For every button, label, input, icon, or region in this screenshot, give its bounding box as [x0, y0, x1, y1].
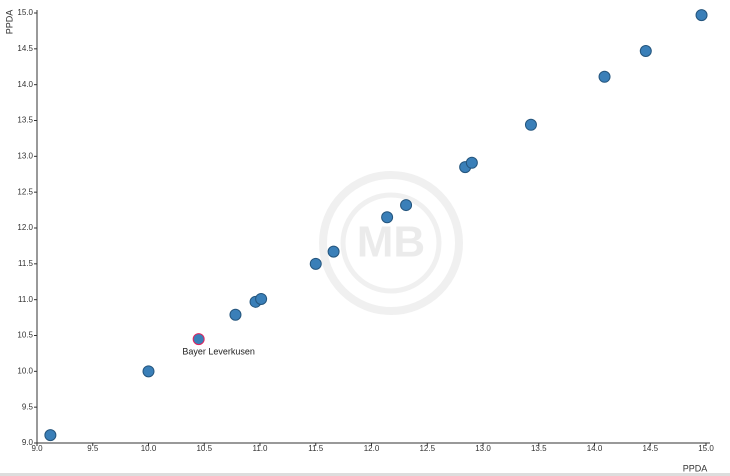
- y-tick-label: 10.5: [17, 331, 33, 340]
- y-tick-label: 15.0: [17, 8, 33, 17]
- y-tick-label: 11.5: [18, 259, 34, 268]
- x-tick-label: 11.5: [308, 444, 324, 453]
- point: [598, 70, 611, 83]
- point: [465, 156, 478, 169]
- x-tick-label: 12.0: [364, 444, 380, 453]
- point: [695, 9, 708, 22]
- y-tick-label: 13.5: [17, 116, 33, 125]
- y-tick-label: 10.0: [17, 366, 33, 375]
- point: [192, 333, 205, 346]
- y-tick-label: 11.0: [18, 295, 34, 304]
- x-tick-label: 12.5: [419, 444, 435, 453]
- point: [524, 118, 537, 131]
- point: [381, 211, 394, 224]
- x-tick-label: 14.5: [642, 444, 658, 453]
- point: [639, 44, 652, 57]
- y-tick-label: 12.0: [17, 223, 33, 232]
- x-tick-label: 10.0: [141, 444, 157, 453]
- x-tick-label: 15.0: [698, 444, 714, 453]
- point: [142, 365, 155, 378]
- y-axis-title: PPDA: [4, 10, 14, 35]
- x-tick-label: 10.5: [196, 444, 212, 453]
- point: [309, 257, 322, 270]
- y-tick-label: 13.0: [17, 151, 33, 160]
- point: [229, 308, 242, 321]
- point: [400, 199, 413, 212]
- x-tick-label: 11.0: [253, 444, 269, 453]
- x-tick-label: 14.0: [587, 444, 603, 453]
- watermark: MB: [357, 218, 425, 267]
- point: [44, 429, 57, 442]
- y-tick-label: 14.0: [17, 80, 33, 89]
- y-tick-label: 14.5: [17, 44, 33, 53]
- x-tick-label: 13.0: [475, 444, 491, 453]
- x-tick-label: 9.5: [87, 444, 99, 453]
- scrollbar: [0, 473, 730, 476]
- y-tick-label: 12.5: [17, 187, 33, 196]
- watermark-logo: MB: [319, 171, 463, 315]
- x-axis-title: PPDA: [683, 463, 708, 473]
- point-label: Bayer Leverkusen: [182, 346, 255, 356]
- point: [255, 292, 268, 305]
- y-tick-label: 9.0: [22, 438, 34, 447]
- x-tick-label: 9.0: [31, 444, 43, 453]
- y-tick-label: 9.5: [22, 402, 34, 411]
- point: [327, 245, 340, 258]
- x-tick-label: 13.5: [531, 444, 547, 453]
